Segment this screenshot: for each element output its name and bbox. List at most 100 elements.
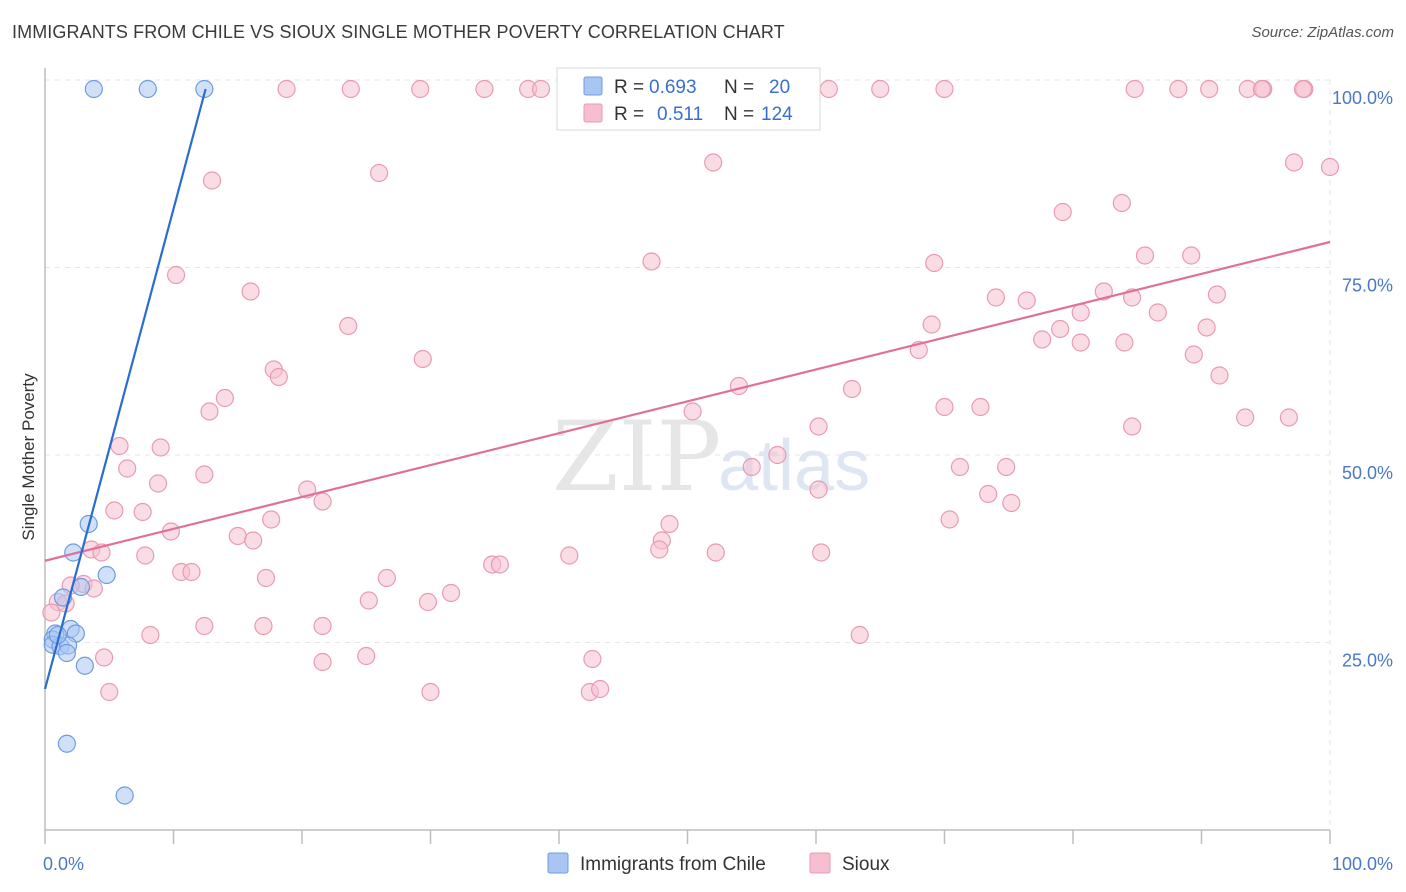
pink-point-83 — [660, 514, 679, 534]
pink-point-9 — [819, 79, 838, 99]
pink-point-23 — [370, 163, 389, 183]
pink-point-32 — [241, 282, 260, 301]
pink-point-63 — [1123, 417, 1142, 436]
pink-point-71 — [195, 465, 214, 484]
pink-point-108 — [42, 603, 61, 622]
pink-point-60 — [809, 417, 828, 436]
pink-point-42 — [1051, 319, 1070, 339]
pink-point-12 — [1125, 79, 1144, 99]
legend-swatch-pink — [583, 103, 603, 123]
x-tick-label-1: 100.0% — [1332, 854, 1393, 874]
blue-trend-line — [43, 88, 207, 690]
pink-point-99 — [377, 568, 396, 588]
y-axis-title: Single Mother Poverty — [19, 373, 38, 541]
pink-point-39 — [1148, 303, 1167, 322]
blue-point-18 — [115, 786, 134, 805]
legend-n-value-2: 124 — [761, 104, 793, 125]
pink-point-109 — [195, 616, 214, 636]
pink-point-59 — [683, 402, 702, 421]
pink-point-28 — [1135, 246, 1155, 265]
pink-point-13 — [1169, 79, 1188, 99]
pink-point-78 — [105, 501, 124, 520]
pink-point-98 — [256, 568, 276, 588]
pink-point-3 — [475, 79, 494, 99]
legend-box: R = 0.693 N = 20 R = 0.511 N = 124 — [556, 67, 821, 131]
legend-r-value-2: 0.511 — [657, 104, 703, 125]
pink-point-76 — [1002, 493, 1021, 513]
pink-point-40 — [339, 316, 358, 336]
pink-point-105 — [418, 592, 438, 612]
pink-point-75 — [979, 484, 998, 504]
pink-point-29 — [925, 253, 944, 273]
pink-point-49 — [413, 349, 432, 369]
pink-point-70 — [118, 459, 137, 478]
chart-title: IMMIGRANTS FROM CHILE VS SIOUX SINGLE MO… — [12, 22, 785, 42]
pink-point-46 — [1071, 333, 1090, 352]
blue-point-15 — [57, 643, 76, 663]
blue-point-17 — [57, 734, 76, 753]
pink-point-116 — [357, 646, 376, 666]
pink-point-64 — [110, 436, 129, 456]
pink-point-85 — [244, 531, 263, 550]
pink-point-51 — [269, 367, 288, 387]
pink-point-20 — [704, 153, 723, 172]
pink-point-91 — [136, 546, 155, 565]
bottom-legend: Immigrants from Chile Sioux — [547, 852, 890, 875]
pink-point-88 — [706, 543, 725, 562]
pink-point-38 — [1071, 303, 1090, 322]
pink-point-117 — [583, 649, 602, 669]
pink-point-67 — [742, 457, 761, 477]
pink-point-121 — [591, 679, 610, 699]
pink-point-66 — [768, 445, 787, 465]
pink-point-52 — [1210, 366, 1229, 385]
pink-point-92 — [560, 546, 579, 565]
pink-point-81 — [940, 510, 959, 529]
pink-point-26 — [1112, 193, 1131, 213]
y-tick-label-1: 50.0% — [1342, 463, 1393, 483]
pink-point-37 — [1017, 291, 1036, 310]
legend-n-value-1: 20 — [769, 77, 790, 98]
legend-swatch-blue — [583, 76, 603, 96]
pink-point-54 — [842, 379, 862, 399]
pink-point-31 — [166, 265, 186, 285]
y-tick-label-0: 25.0% — [1342, 651, 1393, 671]
pink-point-80 — [262, 510, 281, 529]
pink-point-79 — [133, 502, 152, 522]
blue-point-16 — [75, 656, 94, 675]
pink-point-97 — [182, 562, 201, 582]
pink-point-111 — [313, 616, 332, 636]
pink-point-104 — [359, 591, 378, 610]
pink-point-74 — [809, 480, 828, 499]
pink-point-56 — [935, 397, 954, 417]
pink-point-5 — [531, 79, 551, 99]
pink-point-45 — [1115, 333, 1134, 352]
pink-point-119 — [421, 682, 440, 702]
pink-point-24 — [202, 171, 222, 190]
pink-point-114 — [95, 648, 114, 667]
watermark-atlas: atlas — [718, 426, 870, 506]
pink-point-11 — [935, 79, 954, 99]
blue-point-0 — [84, 79, 103, 99]
pink-point-27 — [642, 252, 661, 271]
blue-point-1 — [138, 79, 157, 99]
pink-point-1 — [341, 79, 360, 99]
tick-labels: 25.0% 50.0% 75.0% 100.0% 0.0% 100.0% — [43, 88, 1393, 874]
pink-point-21 — [1284, 153, 1304, 172]
pink-point-118 — [100, 682, 119, 702]
pink-point-41 — [922, 315, 941, 334]
chart-source: Source: ZipAtlas.com — [1251, 24, 1394, 41]
pink-point-14 — [1200, 79, 1219, 99]
pink-point-93 — [812, 543, 831, 562]
axes — [44, 68, 1331, 844]
pink-point-61 — [1236, 408, 1255, 427]
bottom-legend-swatch-pink — [809, 852, 831, 874]
pink-point-110 — [254, 616, 273, 636]
legend-r-label-1: R = — [614, 77, 644, 98]
pink-point-84 — [228, 526, 247, 546]
pink-point-103 — [441, 583, 461, 603]
pink-point-95 — [490, 555, 509, 574]
pink-point-0 — [277, 79, 296, 99]
pink-trend-line — [44, 240, 1331, 562]
pink-point-68 — [950, 457, 970, 477]
pink-point-18 — [1252, 79, 1271, 99]
